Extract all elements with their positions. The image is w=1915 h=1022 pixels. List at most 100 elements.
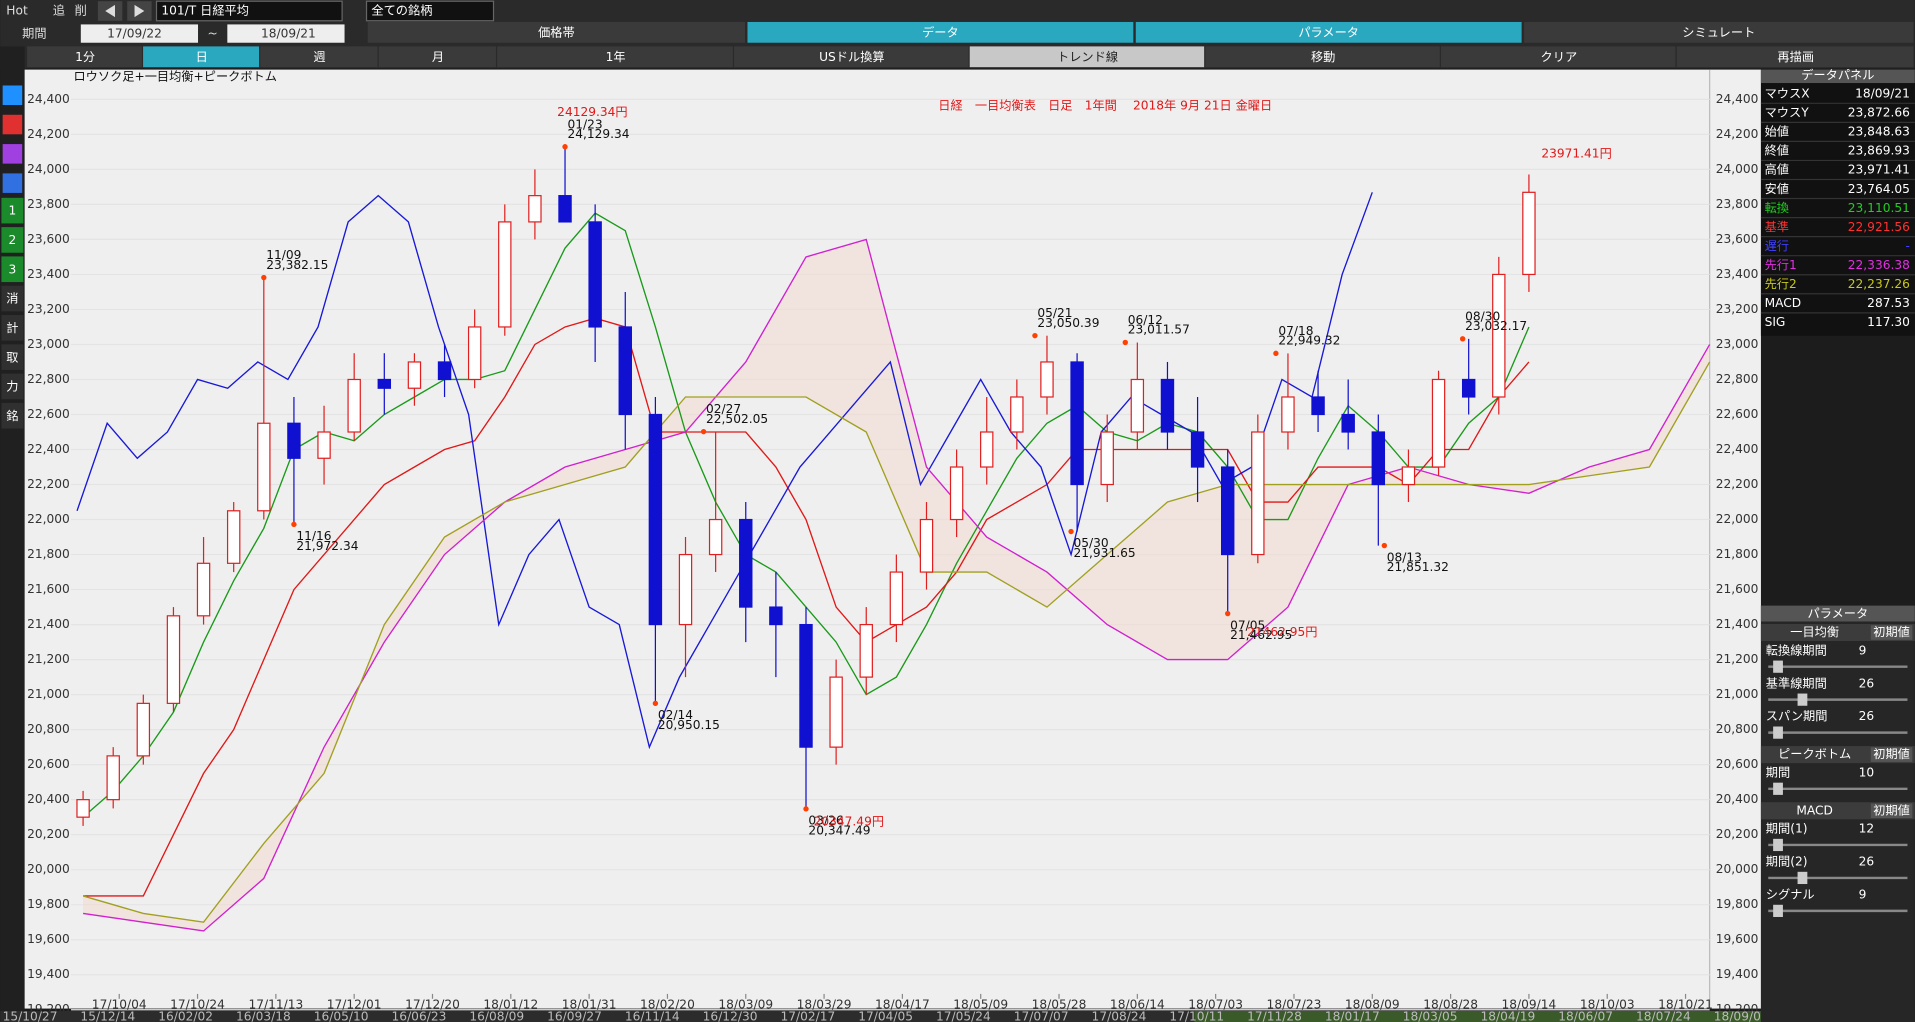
- sidebar-label[interactable]: 銘: [6, 408, 18, 423]
- candle-body: [558, 195, 572, 223]
- peak-label: 20,950.15: [658, 718, 720, 732]
- range-label[interactable]: クリア: [1541, 50, 1578, 64]
- reset-label[interactable]: 初期値: [1873, 802, 1910, 817]
- x-tick-label: 18/09/14: [1502, 997, 1557, 1011]
- range-button[interactable]: [378, 46, 496, 68]
- sidebar-button[interactable]: [1, 344, 24, 370]
- range-label[interactable]: 週: [313, 50, 325, 64]
- range-label[interactable]: USドル換算: [819, 49, 885, 64]
- sidebar-button[interactable]: [1, 227, 24, 253]
- y-tick-label: 22,400: [1716, 442, 1759, 456]
- range-button[interactable]: [1441, 46, 1676, 68]
- tab[interactable]: [747, 21, 1134, 43]
- date-box[interactable]: [227, 24, 345, 43]
- callout: 20347.49円: [814, 814, 884, 828]
- sidebar-label[interactable]: 計: [6, 320, 18, 335]
- range-button[interactable]: [1205, 46, 1440, 68]
- date-box[interactable]: [80, 24, 199, 43]
- range-label[interactable]: 1分: [75, 50, 95, 64]
- candle-body: [1251, 431, 1265, 556]
- sidebar-label[interactable]: 3: [9, 262, 17, 276]
- sidebar-icon[interactable]: [2, 173, 23, 193]
- range-label[interactable]: 再描画: [1777, 50, 1814, 64]
- tab-label[interactable]: シミュレート: [1682, 25, 1755, 39]
- sidebar-label[interactable]: 2: [9, 233, 17, 247]
- slider-thumb[interactable]: [1773, 660, 1783, 673]
- sidebar-label[interactable]: 力: [6, 380, 18, 394]
- range-button[interactable]: [969, 46, 1205, 68]
- overview-date: 18/09/06: [1714, 1010, 1769, 1022]
- peak-date: 05/21: [1037, 306, 1072, 320]
- universe-box[interactable]: [365, 0, 495, 22]
- peak-marker: [1122, 339, 1128, 346]
- chart-subtitle: ロウソク足+一目均衡+ピークボトム: [73, 69, 277, 83]
- sidebar-icon[interactable]: [2, 114, 23, 135]
- candle-body: [1190, 431, 1205, 468]
- range-button[interactable]: [1676, 46, 1914, 68]
- indicator-line: [83, 317, 1530, 897]
- tab-label[interactable]: パラメータ: [1298, 25, 1359, 39]
- reset-label[interactable]: 初期値: [1873, 746, 1910, 761]
- tab[interactable]: [1524, 21, 1914, 43]
- period-from[interactable]: 17/09/22: [107, 27, 162, 41]
- param-label: 期間(2): [1766, 855, 1808, 869]
- range-button[interactable]: [143, 46, 260, 68]
- peak-label: 20,347.49: [808, 823, 870, 837]
- range-button[interactable]: [497, 46, 733, 68]
- slider-thumb[interactable]: [1797, 693, 1808, 706]
- sidebar-button[interactable]: [1, 285, 24, 312]
- range-button[interactable]: [27, 46, 142, 68]
- range-button[interactable]: [734, 46, 969, 68]
- y-tick-label: 21,000: [27, 687, 70, 701]
- sidebar-button[interactable]: [1, 197, 24, 224]
- overview-date: 16/06/23: [392, 1010, 447, 1022]
- y-tick-label: 22,000: [27, 512, 70, 526]
- range-button[interactable]: [260, 46, 378, 68]
- period-to[interactable]: 18/09/21: [261, 27, 316, 41]
- x-tick-label: 18/03/29: [797, 997, 852, 1011]
- reset-button[interactable]: [1870, 803, 1913, 819]
- reset-button[interactable]: [1870, 625, 1913, 640]
- sidebar-button[interactable]: [1, 373, 24, 400]
- candle-body: [1281, 396, 1295, 433]
- tab[interactable]: [1135, 21, 1522, 43]
- tab-label[interactable]: 価格帯: [538, 24, 575, 39]
- candle-body: [257, 422, 271, 512]
- sidebar-icon[interactable]: [2, 144, 23, 164]
- range-label[interactable]: 月: [432, 50, 444, 64]
- candle-body: [1492, 273, 1506, 398]
- range-label[interactable]: トレンド線: [1057, 49, 1118, 64]
- delete-button[interactable]: 削: [75, 3, 87, 17]
- overview-date: 16/05/10: [314, 1010, 369, 1022]
- sidebar-icon[interactable]: [2, 85, 23, 106]
- sidebar-button[interactable]: [1, 315, 24, 341]
- slider-thumb[interactable]: [1797, 871, 1808, 885]
- tab-label[interactable]: データ: [922, 24, 959, 39]
- slider-thumb[interactable]: [1773, 838, 1783, 852]
- add-button[interactable]: 追: [53, 2, 65, 17]
- sidebar-button[interactable]: [1, 402, 24, 429]
- range-label[interactable]: 1年: [606, 50, 626, 64]
- candle-body: [1461, 378, 1476, 398]
- symbol[interactable]: 101/T 日経平均: [161, 3, 249, 17]
- cloud: [83, 239, 1710, 931]
- sidebar-label[interactable]: 取: [6, 350, 18, 364]
- sidebar-label[interactable]: 1: [9, 204, 17, 218]
- range-label[interactable]: 移動: [1311, 50, 1335, 64]
- sidebar-button[interactable]: [1, 256, 24, 283]
- range-label[interactable]: 日: [196, 50, 208, 64]
- tab[interactable]: [367, 21, 746, 43]
- reset-button[interactable]: [1870, 747, 1913, 762]
- data-panel: [1760, 69, 1915, 336]
- symbol-box[interactable]: [155, 0, 343, 22]
- sidebar-label[interactable]: 消: [6, 292, 18, 306]
- slider-thumb[interactable]: [1773, 782, 1783, 795]
- overview-range[interactable]: [1194, 1011, 1796, 1022]
- reset-label[interactable]: 初期値: [1873, 624, 1910, 639]
- slider-thumb[interactable]: [1773, 904, 1783, 917]
- y-tick-label: 24,200: [1716, 127, 1759, 141]
- hot-button[interactable]: Hot: [6, 3, 28, 17]
- slider-thumb[interactable]: [1773, 726, 1783, 739]
- universe[interactable]: 全ての銘柄: [371, 2, 432, 17]
- peak-marker: [652, 700, 659, 707]
